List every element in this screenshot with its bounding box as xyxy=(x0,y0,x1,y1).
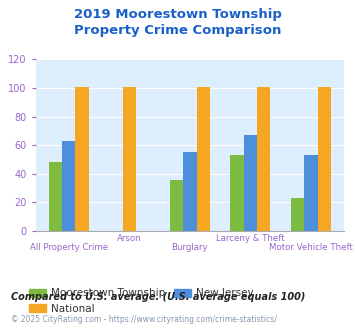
Bar xyxy=(230,155,244,231)
Legend: Moorestown Township, National, New Jersey: Moorestown Township, National, New Jerse… xyxy=(25,284,258,318)
Text: Burglary: Burglary xyxy=(171,243,208,252)
Text: 2019 Moorestown Township
Property Crime Comparison: 2019 Moorestown Township Property Crime … xyxy=(73,8,282,37)
Bar xyxy=(62,141,76,231)
Text: © 2025 CityRating.com - https://www.cityrating.com/crime-statistics/: © 2025 CityRating.com - https://www.city… xyxy=(11,315,277,324)
Bar xyxy=(76,86,89,231)
Text: Arson: Arson xyxy=(117,234,142,244)
Bar xyxy=(183,152,197,231)
Bar xyxy=(123,86,136,231)
Text: Compared to U.S. average. (U.S. average equals 100): Compared to U.S. average. (U.S. average … xyxy=(11,292,305,302)
Bar xyxy=(197,86,210,231)
Text: Larceny & Theft: Larceny & Theft xyxy=(216,234,285,244)
Bar xyxy=(304,155,318,231)
Bar xyxy=(244,135,257,231)
Bar xyxy=(318,86,331,231)
Bar xyxy=(170,180,183,231)
Bar xyxy=(291,198,304,231)
Bar xyxy=(257,86,271,231)
Text: All Property Crime: All Property Crime xyxy=(30,243,108,252)
Bar xyxy=(49,162,62,231)
Text: Motor Vehicle Theft: Motor Vehicle Theft xyxy=(269,243,353,252)
